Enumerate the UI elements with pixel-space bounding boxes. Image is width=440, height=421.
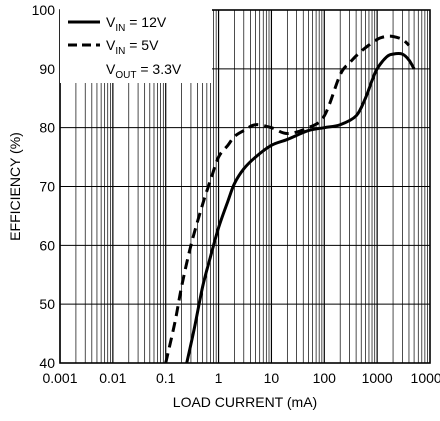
y-tick-label: 90 [39, 61, 55, 77]
x-axis-title: LOAD CURRENT (mA) [173, 394, 317, 410]
x-tick-label: 100 [313, 370, 337, 386]
x-tick-label: 10 [264, 370, 280, 386]
x-tick-labels: 0.001 0.01 0.1 1 10 100 1000 10000 [42, 370, 440, 386]
legend-label-series-0: VIN = 12V [106, 14, 167, 34]
y-tick-label: 60 [39, 237, 55, 253]
x-tick-label: 0.001 [42, 370, 77, 386]
y-tick-label: 40 [39, 355, 55, 371]
series-lines [164, 34, 416, 364]
y-tick-label: 50 [39, 296, 55, 312]
x-tick-label: 1000 [362, 370, 393, 386]
legend-vout-note: VOUT = 3.3V [106, 61, 182, 81]
legend-label-series-1: VIN = 5V [106, 37, 159, 57]
plot-frame [59, 9, 431, 364]
series-line-0 [185, 52, 416, 364]
y-axis-title: EFFICIENCY (%) [7, 132, 23, 241]
x-tick-label: 0.01 [99, 370, 126, 386]
legend: VIN = 12V VIN = 5V VOUT = 3.3V [60, 9, 212, 83]
y-tick-label: 70 [39, 179, 55, 195]
x-tick-label: 0.1 [156, 370, 176, 386]
x-tick-label: 1 [215, 370, 223, 386]
series-line-1 [164, 34, 411, 364]
y-tick-label: 100 [32, 2, 56, 18]
x-tick-label: 10000 [411, 370, 440, 386]
y-tick-label: 80 [39, 120, 55, 136]
y-tick-labels: 40 50 60 70 80 90 100 [32, 2, 56, 371]
